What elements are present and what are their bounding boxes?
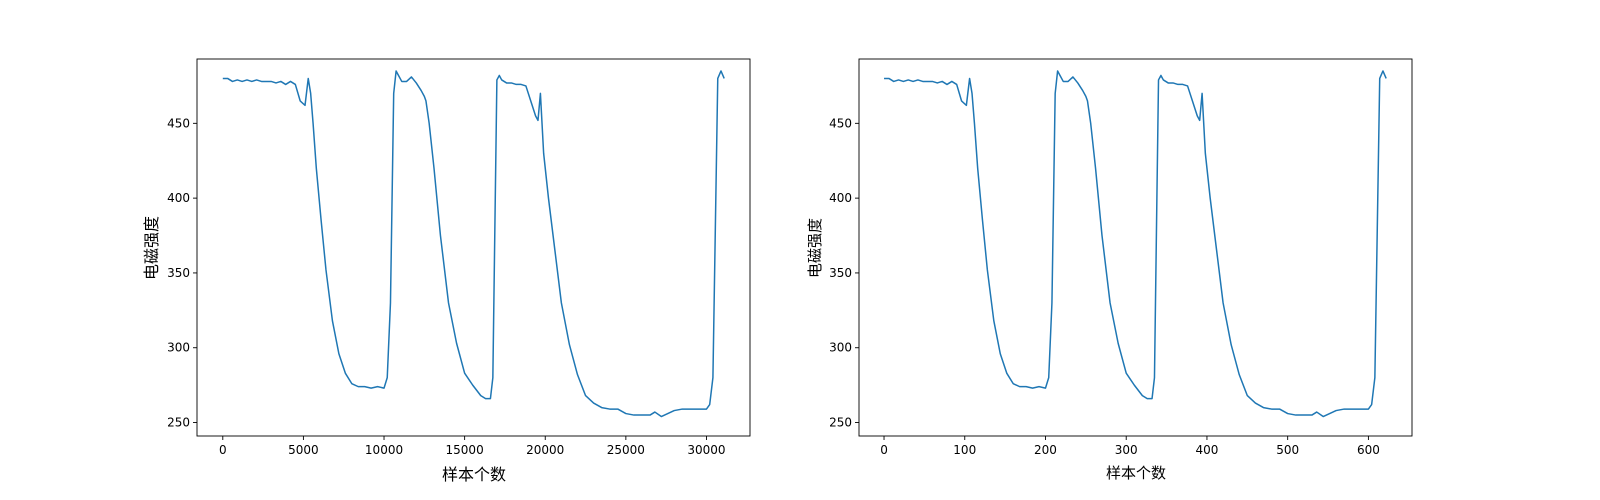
right-chart: 样本个数 电磁强度 0 100 200 300 400 500 600 250 300 350 40… [806, 58, 1413, 482]
right-plot-frame [858, 58, 1413, 437]
left-y-tick-label: 250 [167, 416, 190, 430]
left-x-tick-label: 15000 [446, 443, 484, 457]
right-y-tick-label: 450 [829, 116, 852, 130]
right-y-tick-label: 400 [829, 191, 852, 205]
right-x-tick-label: 500 [1276, 443, 1299, 457]
left-x-axis-label: 样本个数 [442, 465, 506, 484]
left-y-tick-label: 300 [167, 341, 190, 355]
right-x-tick-label: 100 [953, 443, 976, 457]
left-y-tick-label: 350 [167, 266, 190, 280]
left-x-tick-label: 5000 [288, 443, 319, 457]
right-x-tick-label: 400 [1195, 443, 1218, 457]
right-y-tick-label: 350 [829, 266, 852, 280]
left-chart: 样本个数 电磁强度 0 5000 10000 15000 20000 25000 30000… [142, 58, 751, 484]
right-x-tick-label: 600 [1357, 443, 1380, 457]
left-plot-frame [196, 58, 751, 437]
left-y-tick-label: 400 [167, 191, 190, 205]
left-y-axis-label: 电磁强度 [142, 216, 161, 280]
left-y-tick-label: 450 [167, 116, 190, 130]
left-x-tick-label: 25000 [607, 443, 645, 457]
left-x-tick-label: 0 [219, 443, 227, 457]
right-y-tick-label: 250 [829, 416, 852, 430]
left-x-tick-label: 10000 [365, 443, 403, 457]
right-y-axis-label: 电磁强度 [806, 218, 824, 278]
left-x-tick-label: 30000 [687, 443, 725, 457]
left-series-line [222, 70, 725, 418]
right-x-tick-label: 0 [880, 443, 888, 457]
right-y-tick-label: 300 [829, 341, 852, 355]
right-x-axis-label: 样本个数 [1106, 464, 1166, 482]
right-x-tick-label: 300 [1115, 443, 1138, 457]
right-series-line [884, 70, 1387, 418]
left-x-tick-label: 20000 [526, 443, 564, 457]
right-x-tick-label: 200 [1034, 443, 1057, 457]
